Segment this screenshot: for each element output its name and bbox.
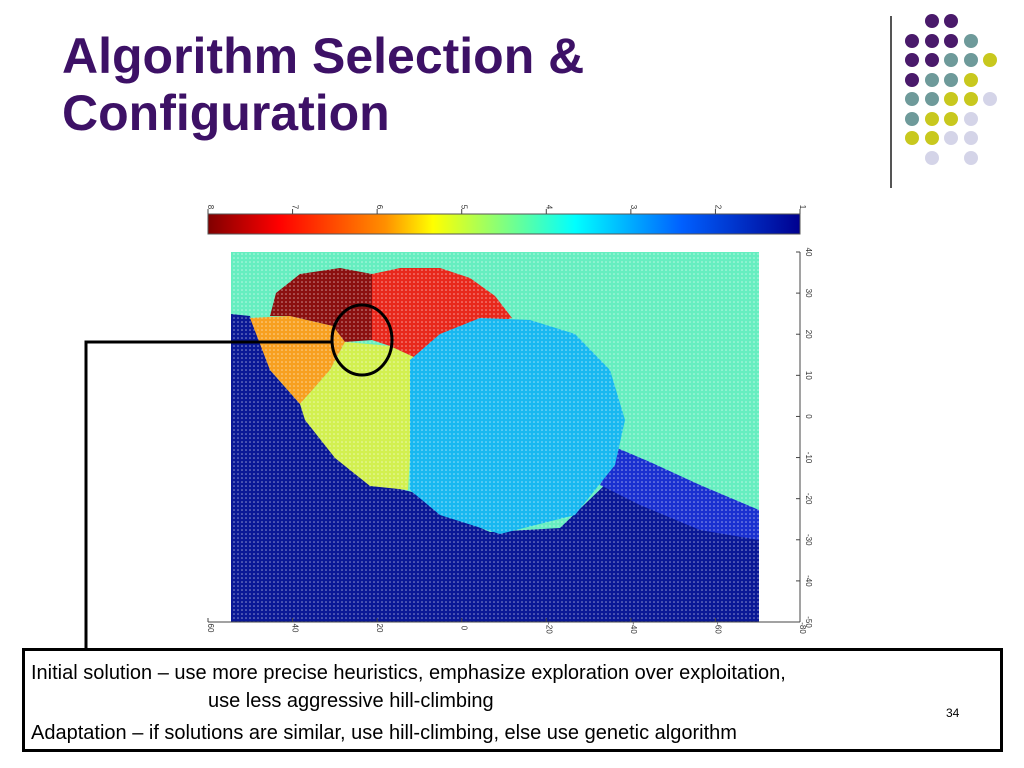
decor-dot bbox=[963, 72, 978, 87]
heatmap-dot-texture bbox=[231, 252, 759, 622]
decor-dot bbox=[905, 53, 919, 67]
decor-dot bbox=[963, 92, 978, 106]
decor-dot bbox=[905, 72, 919, 87]
y-tick-label: -40 bbox=[804, 575, 813, 587]
text-line-1: Initial solution – use more precise heur… bbox=[31, 662, 786, 684]
callout-circle bbox=[330, 303, 394, 377]
callout-connector bbox=[84, 340, 332, 648]
colorbar-tick-label: 4 bbox=[544, 205, 553, 210]
x-tick-label: -40 bbox=[629, 622, 638, 634]
text-line-3: Adaptation – if solutions are similar, u… bbox=[31, 722, 737, 744]
decor-dot bbox=[924, 53, 939, 67]
colorbar-tick-label: 3 bbox=[629, 205, 638, 210]
slide-title: Algorithm Selection & Configuration bbox=[62, 28, 842, 142]
decor-dot bbox=[924, 111, 939, 126]
decor-divider bbox=[890, 16, 892, 188]
decor-dot bbox=[905, 111, 919, 126]
colorbar bbox=[207, 213, 801, 235]
decor-dot bbox=[905, 131, 919, 145]
title-line-2: Configuration bbox=[62, 85, 390, 141]
colorbar-tick-label: 8 bbox=[206, 205, 215, 210]
decor-dot bbox=[963, 33, 978, 48]
decor-dot bbox=[944, 131, 958, 145]
decor-dot bbox=[924, 33, 939, 48]
heatmap-regions bbox=[231, 252, 759, 622]
y-ticks: 40 30 20 10 0 -10 -20 -30 -40 -50 bbox=[796, 248, 813, 628]
y-tick-label: 20 bbox=[804, 330, 813, 339]
decor-dot bbox=[944, 111, 958, 126]
decor-dot bbox=[924, 131, 939, 145]
decor-dot bbox=[905, 92, 919, 106]
decor-dot bbox=[924, 72, 939, 87]
colorbar-tick-label: 7 bbox=[291, 205, 300, 210]
y-tick-label: 0 bbox=[804, 414, 813, 419]
decor-dot bbox=[963, 131, 978, 145]
title-line-1: Algorithm Selection & bbox=[62, 28, 585, 84]
decor-dot bbox=[924, 150, 939, 165]
colorbar-tick-label: 1 bbox=[798, 205, 807, 210]
x-ticks: 60 40 20 0 -20 -40 -60 -80 bbox=[206, 618, 807, 634]
decor-dot bbox=[944, 33, 958, 48]
decor-dot bbox=[983, 53, 997, 67]
y-tick-label: 10 bbox=[804, 371, 813, 380]
explanation-textbox: Initial solution – use more precise heur… bbox=[22, 648, 1003, 752]
decor-dot bbox=[944, 14, 958, 28]
decor-dot bbox=[963, 111, 978, 126]
y-tick-label: -20 bbox=[804, 493, 813, 505]
colorbar-ticks: 8 7 6 5 4 3 2 1 bbox=[206, 205, 807, 214]
page-number: 34 bbox=[946, 706, 960, 720]
decor-dot bbox=[944, 53, 958, 67]
x-tick-label: -80 bbox=[798, 622, 807, 634]
x-tick-label: -60 bbox=[713, 622, 722, 634]
colorbar-tick-label: 5 bbox=[460, 205, 469, 210]
decor-dot-grid bbox=[905, 14, 1015, 165]
decor-dot bbox=[924, 92, 939, 106]
decor-dot bbox=[944, 72, 958, 87]
x-tick-label: 40 bbox=[291, 624, 300, 633]
colorbar-tick-label: 2 bbox=[713, 205, 722, 210]
colorbar-tick-label: 6 bbox=[375, 205, 384, 210]
y-tick-label: -50 bbox=[804, 616, 813, 628]
y-tick-label: -10 bbox=[804, 452, 813, 464]
x-tick-label: 20 bbox=[375, 624, 384, 633]
x-tick-label: -20 bbox=[544, 622, 553, 634]
x-tick-label: 60 bbox=[206, 624, 215, 633]
y-tick-label: -30 bbox=[804, 534, 813, 546]
y-tick-label: 30 bbox=[804, 289, 813, 298]
text-line-2: use less aggressive hill-climbing bbox=[208, 690, 494, 712]
decor-dot bbox=[963, 150, 978, 165]
decor-dot bbox=[905, 33, 919, 48]
x-tick-label: 0 bbox=[460, 626, 469, 631]
decor-dot bbox=[983, 92, 997, 106]
y-tick-label: 40 bbox=[804, 248, 813, 257]
decor-dot bbox=[963, 53, 978, 67]
decor-dot bbox=[924, 14, 939, 28]
decor-dot bbox=[944, 92, 958, 106]
